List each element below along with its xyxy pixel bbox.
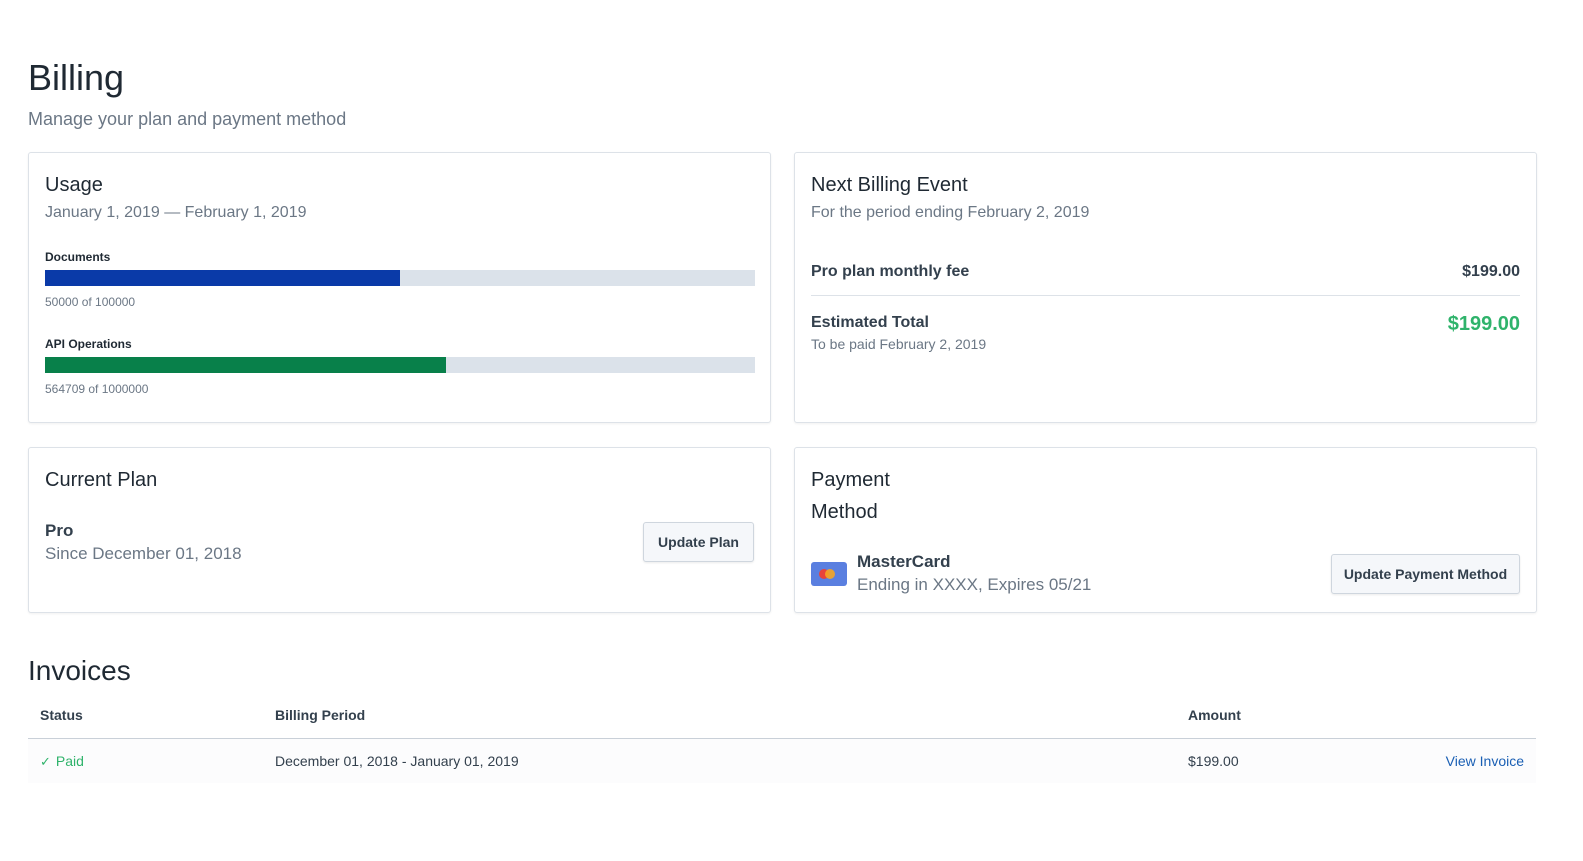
update-plan-button[interactable]: Update Plan [643, 522, 754, 562]
documents-meter-fill [45, 270, 400, 286]
estimated-total-note: To be paid February 2, 2019 [811, 336, 987, 352]
documents-meter-track [45, 270, 755, 286]
invoice-period: December 01, 2018 - January 01, 2019 [275, 753, 519, 769]
documents-meter-caption: 50000 of 100000 [45, 295, 136, 309]
table-row: ✓ Paid December 01, 2018 - January 01, 2… [28, 739, 1536, 783]
documents-meter-label: Documents [45, 250, 111, 264]
estimated-total-label: Estimated Total [811, 314, 929, 331]
mastercard-red-circle [819, 569, 829, 579]
plan-name: Pro [45, 521, 74, 540]
next-billing-card: Next Billing Event For the period ending… [794, 152, 1537, 423]
next-billing-period: For the period ending February 2, 2019 [811, 204, 1090, 221]
page-subtitle: Manage your plan and payment method [28, 109, 347, 129]
column-status: Status [40, 707, 83, 723]
mastercard-icon [811, 562, 847, 586]
line-item-amount: $199.00 [1462, 263, 1520, 280]
api-operations-meter-caption: 564709 of 1000000 [45, 382, 149, 396]
card-details: Ending in XXXX, Expires 05/21 [857, 575, 1092, 594]
api-operations-meter-label: API Operations [45, 337, 132, 351]
card-brand: MasterCard [857, 552, 951, 571]
current-plan-title: Current Plan [45, 469, 158, 491]
plan-since: Since December 01, 2018 [45, 544, 242, 563]
api-operations-meter-track [45, 357, 755, 373]
payment-method-card: Payment Method MasterCard Ending in XXXX… [794, 447, 1537, 613]
invoices-table-header: Status Billing Period Amount [28, 700, 1536, 739]
invoices-title: Invoices [28, 655, 131, 686]
invoice-amount: $199.00 [1188, 753, 1239, 769]
column-amount: Amount [1188, 707, 1241, 723]
check-icon: ✓ [40, 754, 51, 769]
invoice-status-label: Paid [55, 753, 84, 769]
next-billing-title: Next Billing Event [811, 174, 968, 196]
divider [811, 295, 1520, 296]
column-billing-period: Billing Period [275, 707, 366, 723]
estimated-total-amount: $199.00 [1447, 313, 1520, 335]
invoice-status: ✓ Paid [40, 753, 84, 770]
update-payment-method-button[interactable]: Update Payment Method [1331, 554, 1520, 594]
usage-card: Usage January 1, 2019 — February 1, 2019… [28, 152, 771, 423]
api-operations-meter-fill [45, 357, 446, 373]
view-invoice-link[interactable]: View Invoice [1445, 753, 1524, 769]
usage-period: January 1, 2019 — February 1, 2019 [45, 204, 307, 221]
current-plan-card: Current Plan Pro Since December 01, 2018… [28, 447, 771, 613]
mastercard-orange-circle [825, 569, 835, 579]
line-item-label: Pro plan monthly fee [811, 263, 970, 280]
payment-method-title-line2: Method [811, 501, 878, 523]
usage-title: Usage [45, 174, 103, 196]
page-title: Billing [28, 57, 125, 98]
payment-method-title-line1: Payment [811, 469, 890, 491]
